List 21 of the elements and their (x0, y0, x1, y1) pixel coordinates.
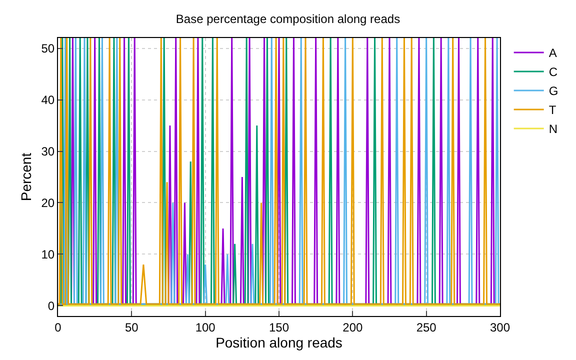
line-series (58, 38, 500, 305)
x-tick-label: 300 (490, 320, 510, 334)
y-tick-label: 30 (41, 144, 55, 158)
chart-title: Base percentage composition along reads (176, 12, 400, 26)
y-axis-title: Percent (18, 152, 34, 202)
legend-label: G (548, 84, 558, 98)
y-tick-label: 10 (41, 247, 55, 262)
y-tick-label: 0 (48, 298, 55, 313)
legend-label: T (548, 103, 557, 118)
y-tick-label: 40 (41, 92, 55, 107)
legend-label: A (548, 46, 557, 60)
x-tick-label: 200 (342, 320, 363, 334)
x-tick-label: 100 (195, 320, 216, 334)
legend-label: C (548, 65, 558, 80)
x-axis-title: Position along reads (216, 334, 342, 351)
y-tick-label: 20 (41, 196, 55, 210)
x-tick-label: 150 (268, 320, 290, 334)
legend-label: N (548, 122, 558, 136)
x-tick-label: 250 (416, 320, 437, 334)
y-tick-label: 50 (41, 42, 55, 56)
x-tick-label: 50 (124, 320, 139, 334)
